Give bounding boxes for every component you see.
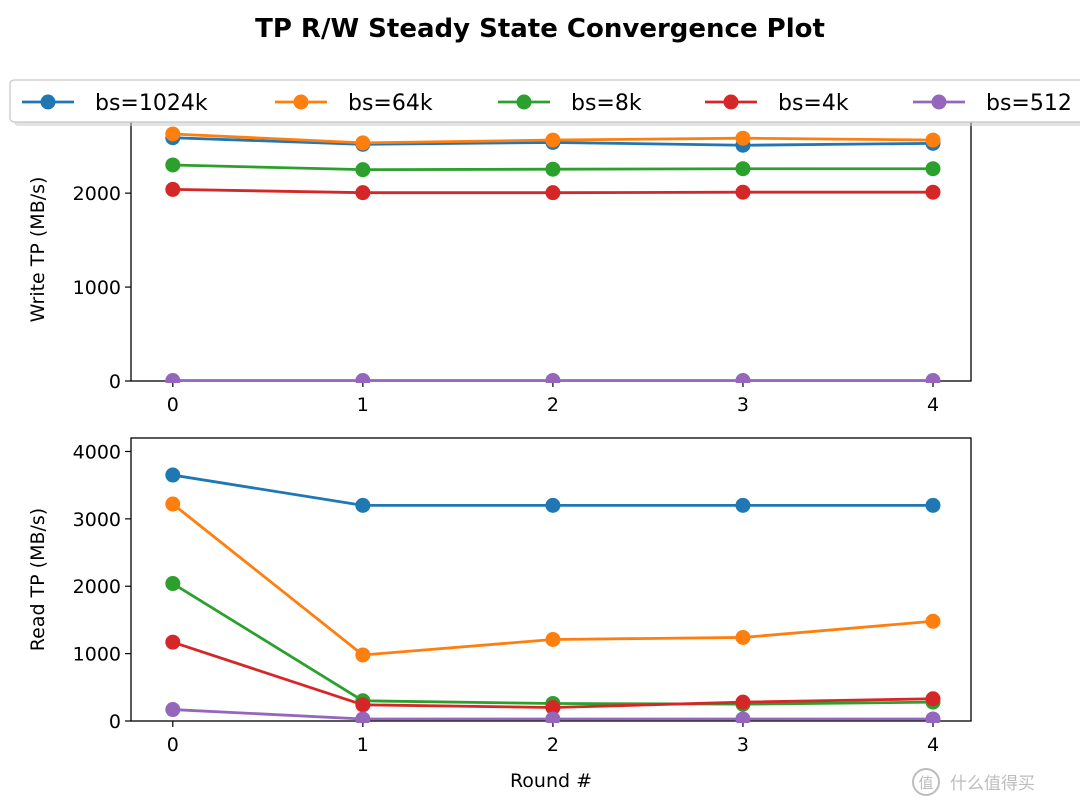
chart-title: TP R/W Steady State Convergence Plot xyxy=(255,14,825,44)
watermark-text: 什么值得买 xyxy=(950,774,1035,794)
read-point-bs-1024k xyxy=(735,497,751,513)
read-point-bs-64k xyxy=(545,631,561,647)
write-y-tick-label: 2000 xyxy=(73,183,121,205)
read-x-tick-label: 4 xyxy=(927,734,939,756)
write-point-bs-4k xyxy=(925,184,941,200)
write-x-tick-label: 4 xyxy=(927,394,939,416)
read-point-bs-1024k xyxy=(355,497,371,513)
legend-label: bs=8k xyxy=(571,91,642,116)
zhi-logo-icon: 值 xyxy=(912,768,940,796)
read-y-tick-label: 0 xyxy=(109,711,121,733)
legend-item-bs-64k: bs=64k xyxy=(275,91,433,116)
legend-label: bs=512 xyxy=(986,91,1072,116)
write-x-tick-label: 2 xyxy=(547,394,559,416)
legend-label: bs=64k xyxy=(348,91,433,116)
write-point-bs-512 xyxy=(355,373,371,383)
write-point-bs-4k xyxy=(165,181,181,197)
read-point-bs-4k xyxy=(355,697,371,713)
read-series-marks xyxy=(165,467,941,723)
read-y-tick-label: 1000 xyxy=(73,644,121,666)
write-x-tick-label: 1 xyxy=(357,394,369,416)
read-point-bs-1024k xyxy=(925,497,941,513)
write-point-bs-4k xyxy=(735,184,751,200)
read-y-tick-label: 3000 xyxy=(73,509,121,531)
read-point-bs-4k xyxy=(925,691,941,707)
legend-item-bs-1024k: bs=1024k xyxy=(22,91,208,116)
read-point-bs-512 xyxy=(735,711,751,723)
write-point-bs-8k xyxy=(165,157,181,173)
read-x-tick-label: 2 xyxy=(547,734,559,756)
legend-item-bs-8k: bs=8k xyxy=(498,91,642,116)
legend-label: bs=1024k xyxy=(95,91,208,116)
read-y-tick-label: 4000 xyxy=(73,441,121,463)
read-point-bs-4k xyxy=(545,700,561,716)
read-y-tick-label: 2000 xyxy=(73,576,121,598)
write-x-tick-label: 0 xyxy=(167,394,179,416)
legend-marker xyxy=(40,94,56,110)
write-point-bs-8k xyxy=(355,162,371,178)
read-point-bs-512 xyxy=(925,711,941,723)
write-y-tick-label: 1000 xyxy=(73,277,121,299)
write-y-tick-label: 0 xyxy=(109,371,121,393)
write-point-bs-8k xyxy=(925,161,941,177)
write-point-bs-64k xyxy=(735,130,751,146)
read-point-bs-1024k xyxy=(165,467,181,483)
read-y-axis-label: Read TP (MB/s) xyxy=(27,508,49,651)
svg-text:值: 值 xyxy=(918,774,933,792)
read-point-bs-512 xyxy=(165,702,181,718)
write-point-bs-512 xyxy=(735,373,751,383)
write-tp-panel: 0 1 2 3 4 0 1000 2000 Write TP (MB/s) xyxy=(27,117,972,416)
write-point-bs-512 xyxy=(925,373,941,383)
read-point-bs-4k xyxy=(735,694,751,710)
write-point-bs-8k xyxy=(545,161,561,177)
read-point-bs-64k xyxy=(165,496,181,512)
write-point-bs-8k xyxy=(735,161,751,177)
write-x-tick-label: 3 xyxy=(737,394,749,416)
write-point-bs-64k xyxy=(355,135,371,151)
write-y-axis-label: Write TP (MB/s) xyxy=(27,177,49,323)
legend-marker xyxy=(931,94,947,110)
read-point-bs-64k xyxy=(355,647,371,663)
write-plot-frame xyxy=(130,117,972,382)
read-point-bs-8k xyxy=(165,576,181,592)
legend-marker xyxy=(723,94,739,110)
write-point-bs-64k xyxy=(165,126,181,142)
write-point-bs-64k xyxy=(545,132,561,148)
write-point-bs-64k xyxy=(925,132,941,148)
read-x-axis-label: Round # xyxy=(510,770,592,792)
read-point-bs-64k xyxy=(925,613,941,629)
legend-label: bs=4k xyxy=(778,91,849,116)
watermark: 值 什么值得买 xyxy=(912,768,1035,796)
legend-item-bs-4k: bs=4k xyxy=(705,91,849,116)
read-x-tick-label: 1 xyxy=(357,734,369,756)
read-x-tick-label: 0 xyxy=(167,734,179,756)
legend-marker xyxy=(293,94,309,110)
read-point-bs-512 xyxy=(355,711,371,723)
write-point-bs-4k xyxy=(355,185,371,201)
read-plot-frame xyxy=(130,437,972,722)
write-point-bs-4k xyxy=(545,185,561,201)
read-point-bs-64k xyxy=(735,629,751,645)
read-point-bs-1024k xyxy=(545,497,561,513)
read-tp-panel: 0 1 2 3 4 0 1000 2000 3000 4000 Read TP (MB/s) Roun… xyxy=(27,437,972,792)
legend: bs=1024k bs=64k bs=8k bs=4k bs=512 xyxy=(9,79,1080,126)
legend-item-bs-512: bs=512 xyxy=(913,91,1072,116)
write-point-bs-512 xyxy=(165,373,181,383)
write-series-marks xyxy=(165,126,941,383)
read-point-bs-4k xyxy=(165,634,181,650)
read-point-bs-512 xyxy=(545,711,561,723)
read-x-tick-label: 3 xyxy=(737,734,749,756)
write-point-bs-512 xyxy=(545,373,561,383)
legend-marker xyxy=(516,94,532,110)
